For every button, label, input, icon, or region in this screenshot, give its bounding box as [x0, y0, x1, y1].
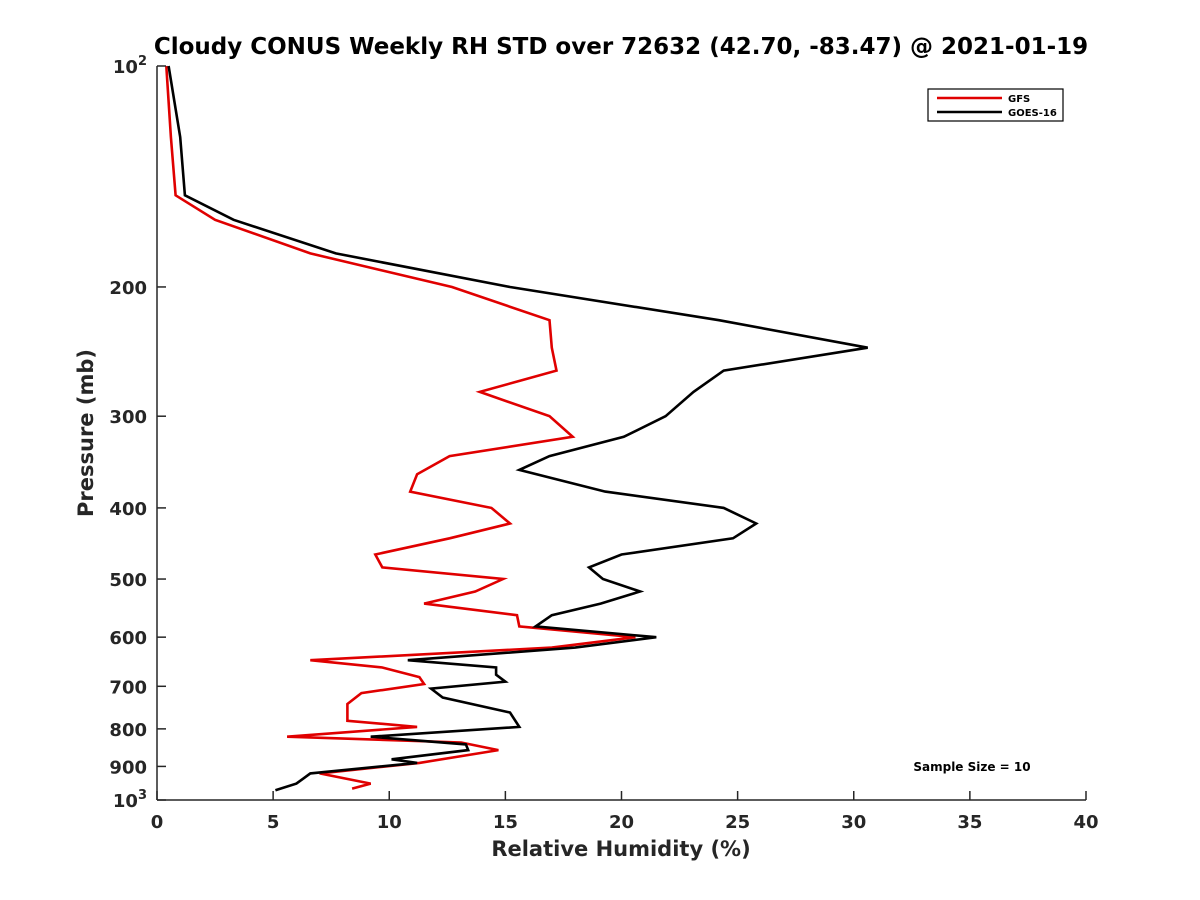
x-tick-label: 0	[151, 812, 164, 833]
y-tick-label: 800	[109, 720, 147, 741]
x-tick-label: 15	[493, 812, 518, 833]
x-axis-label: Relative Humidity (%)	[491, 837, 750, 861]
legend-label: GFS	[1008, 94, 1030, 105]
x-axis: 0 5 10 15 20 25 30 35 40	[151, 791, 1099, 833]
series-line-gfs	[165, 65, 636, 790]
y-tick-label: 600	[109, 628, 147, 649]
x-ticks: 0 5 10 15 20 25 30 35 40	[151, 791, 1099, 833]
legend-label: GOES-16	[1008, 108, 1057, 119]
x-tick-label: 25	[725, 812, 750, 833]
sample-size-annotation: Sample Size = 10	[913, 760, 1030, 774]
x-tick-label: 20	[609, 812, 634, 833]
y-tick-label: 500	[109, 570, 147, 591]
chart-title: Cloudy CONUS Weekly RH STD over 72632 (4…	[154, 34, 1088, 60]
x-tick-label: 30	[841, 812, 866, 833]
plot-background	[157, 66, 1086, 800]
x-tick-label: 35	[957, 812, 982, 833]
y-axis: 102 200 300 400 500 600 700 800 900 103	[109, 54, 166, 812]
plot-area	[157, 65, 1086, 800]
y-tick-label: 200	[109, 278, 147, 299]
y-tick-label: 103	[113, 788, 147, 812]
x-tick-label: 10	[377, 812, 402, 833]
series-lines	[165, 65, 868, 792]
y-tick-label: 300	[109, 407, 147, 428]
y-tick-label: 400	[109, 499, 147, 520]
legend-box	[927, 88, 1064, 122]
y-tick-label: 900	[109, 757, 147, 778]
legend: GFS GOES-16	[927, 88, 1064, 122]
y-tick-label: 102	[113, 54, 147, 78]
x-tick-label: 5	[267, 812, 280, 833]
y-tick-label: 700	[109, 677, 147, 698]
legend-entries: GFS GOES-16	[937, 94, 1057, 119]
series-line-goes-16	[167, 65, 868, 792]
y-axis-label: Pressure (mb)	[74, 349, 98, 517]
y-ticks: 102 200 300 400 500 600 700 800 900 103	[109, 54, 166, 812]
x-tick-label: 40	[1073, 812, 1098, 833]
